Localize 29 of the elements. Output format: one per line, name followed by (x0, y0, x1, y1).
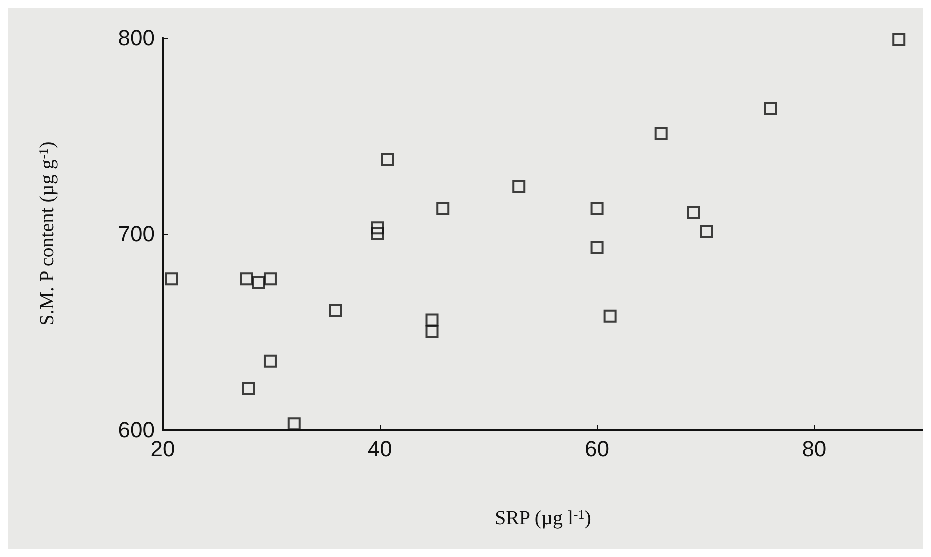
point (165, 272, 178, 286)
point (892, 33, 906, 46)
point (512, 180, 526, 194)
point (252, 276, 266, 290)
point (242, 382, 256, 396)
point (590, 202, 604, 216)
point (288, 418, 301, 431)
x-tick-label: 60 (585, 436, 610, 462)
point (371, 228, 384, 240)
x-tick-label: 80 (802, 436, 827, 462)
point (687, 206, 700, 219)
point (264, 272, 277, 286)
point (604, 310, 617, 323)
y-tick-label: 800 (118, 26, 155, 50)
point (764, 102, 778, 116)
point (654, 128, 668, 141)
point (426, 314, 439, 327)
x-tick-label: 40 (368, 436, 392, 462)
point (590, 241, 604, 254)
y-axis-title: S.M. P content (µg g-1) (36, 142, 58, 326)
point (436, 202, 450, 216)
point (381, 153, 394, 166)
point (240, 272, 254, 286)
point (329, 304, 342, 317)
point (371, 222, 384, 235)
point (264, 354, 277, 368)
point (700, 226, 714, 239)
point (426, 326, 439, 338)
y-tick-label: 700 (118, 222, 155, 246)
